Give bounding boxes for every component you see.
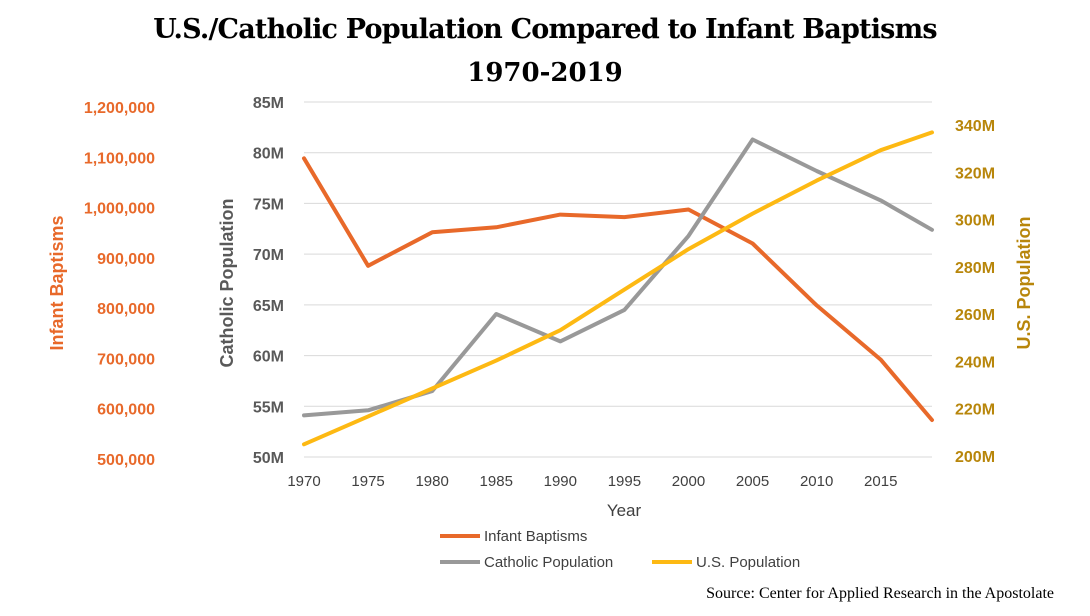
x-tick-label: 1985 (480, 473, 513, 490)
x-tick-label: 1995 (608, 473, 641, 490)
legend-label-infant-baptisms: Infant Baptisms (484, 528, 587, 545)
baptisms-tick-label: 900,000 (97, 251, 155, 268)
us-population-tick-label: 260M (955, 307, 995, 324)
baptisms-tick-label: 1,000,000 (84, 201, 155, 218)
x-tick-label: 2000 (672, 473, 705, 490)
catholic-tick-label: 70M (253, 247, 284, 264)
us-population-tick-label: 340M (955, 118, 995, 135)
x-tick-label: 2015 (864, 473, 897, 490)
axis-titles: Year Infant Baptisms Catholic Population U.… (47, 199, 1034, 521)
catholic-tick-label: 55M (253, 399, 284, 416)
catholic-axis-title: Catholic Population (217, 199, 237, 368)
x-tick-label: 2010 (800, 473, 833, 490)
us-population-tick-label: 280M (955, 260, 995, 277)
series-lines (302, 130, 934, 447)
catholic-tick-label: 80M (253, 146, 284, 163)
us-population-tick-label: 320M (955, 165, 995, 182)
legend: Infant Baptisms Catholic Population U.S. P… (440, 528, 800, 571)
us-population-tick-label: 300M (955, 213, 995, 230)
chart-title: U.S./Catholic Population Compared to Inf… (153, 14, 937, 45)
legend-label-u-s-population: U.S. Population (696, 554, 800, 571)
baptisms-tick-label: 1,100,000 (84, 150, 155, 167)
catholic-tick-label: 65M (253, 298, 284, 315)
baptisms-axis-title: Infant Baptisms (47, 215, 67, 350)
legend-label-catholic-population: Catholic Population (484, 554, 613, 571)
catholic-tick-label: 50M (253, 450, 284, 467)
us-population-axis-title: U.S. Population (1014, 217, 1034, 350)
catholic-tick-label: 85M (253, 95, 284, 112)
infant-baptisms-line (302, 156, 934, 422)
us-population-tick-label: 200M (955, 449, 995, 466)
chart-subtitle: 1970-2019 (467, 58, 623, 88)
x-tick-label: 2005 (736, 473, 769, 490)
source-note: Source: Center for Applied Research in t… (706, 585, 1054, 602)
catholic-tick-label: 60M (253, 349, 284, 366)
baptisms-tick-label: 1,200,000 (84, 100, 155, 117)
baptisms-tick-label: 500,000 (97, 452, 155, 469)
catholic-tick-label: 75M (253, 196, 284, 213)
us-population-tick-label: 220M (955, 402, 995, 419)
x-axis-title: Year (607, 501, 642, 520)
x-tick-label: 1975 (351, 473, 384, 490)
gridlines (304, 101, 932, 458)
x-tick-label: 1970 (287, 473, 320, 490)
x-tick-label: 1980 (415, 473, 448, 490)
catholic-population-line (302, 137, 934, 418)
baptisms-tick-label: 800,000 (97, 301, 155, 318)
u-s-population-line (302, 130, 934, 447)
tick-labels: 500,000 600,000 700,000 800,000 900,000 1,000… (84, 95, 995, 490)
baptisms-tick-label: 600,000 (97, 402, 155, 419)
x-tick-label: 1990 (544, 473, 577, 490)
us-population-tick-label: 240M (955, 354, 995, 371)
baptisms-tick-label: 700,000 (97, 351, 155, 368)
